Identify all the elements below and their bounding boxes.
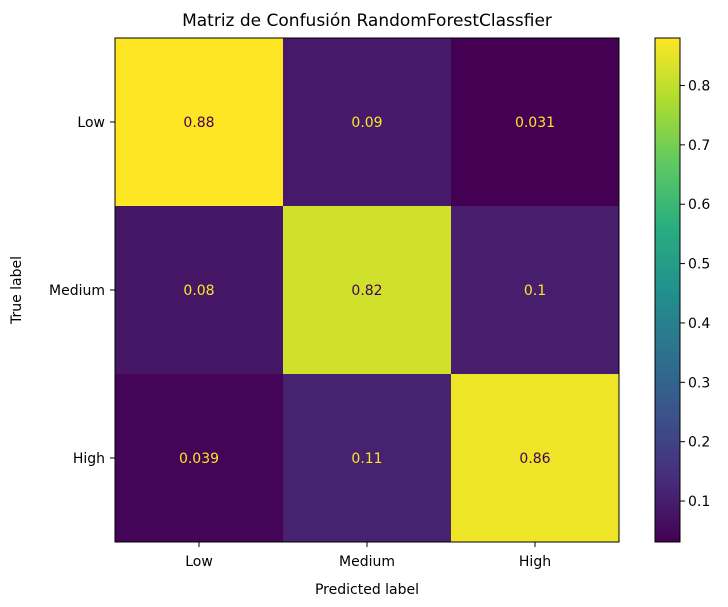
colorbar-tick-label: 0.3 [688,375,710,391]
colorbar-tick-label: 0.4 [688,316,710,332]
colorbar [654,37,681,543]
cell-value-label: 0.09 [351,115,382,131]
y-axis-label: True label [9,256,25,325]
matrix-cell [451,38,619,206]
cell-value-label: 0.88 [183,115,214,131]
matrix-cell [115,374,283,542]
y-tick-label: Medium [49,283,105,299]
cell-value-label: 0.039 [179,451,219,467]
matrix-cell [283,38,451,206]
cell-value-label: 0.08 [183,283,214,299]
matrix-cell [283,374,451,542]
cell-value-label: 0.82 [351,283,382,299]
chart-title: Matriz de Confusión RandomForestClassfie… [182,11,552,31]
colorbar-tick-label: 0.1 [688,494,710,510]
cell-value-label: 0.1 [524,283,546,299]
matrix-cell [115,206,283,374]
y-tick-label: High [73,451,105,467]
cell-value-label: 0.11 [351,451,382,467]
y-axis: Low Medium High [49,115,115,467]
x-tick-label: Low [185,554,213,570]
matrix-cell [451,206,619,374]
x-axis: Low Medium High [185,542,551,570]
colorbar-tick-label: 0.7 [688,138,710,154]
y-tick-label: Low [77,115,105,131]
matrix-cell [451,374,619,542]
x-axis-label: Predicted label [315,582,419,598]
cell-value-label: 0.031 [515,115,555,131]
colorbar-tick-label: 0.5 [688,257,710,273]
matrix-cell [115,38,283,206]
cell-value-label: 0.86 [519,451,550,467]
colorbar-tick-label: 0.2 [688,435,710,451]
colorbar-tick-label: 0.6 [688,197,710,213]
matrix-cell [283,206,451,374]
colorbar-ticks: 0.1 0.2 0.3 0.4 0.5 0.6 0.7 0.8 [680,78,710,510]
colorbar-tick-label: 0.8 [688,78,710,94]
matrix-cells: 0.88 0.09 0.031 0.08 0.82 0.1 0.039 0.11 0.86 [115,38,619,542]
x-tick-label: High [519,554,551,570]
x-tick-label: Medium [339,554,395,570]
